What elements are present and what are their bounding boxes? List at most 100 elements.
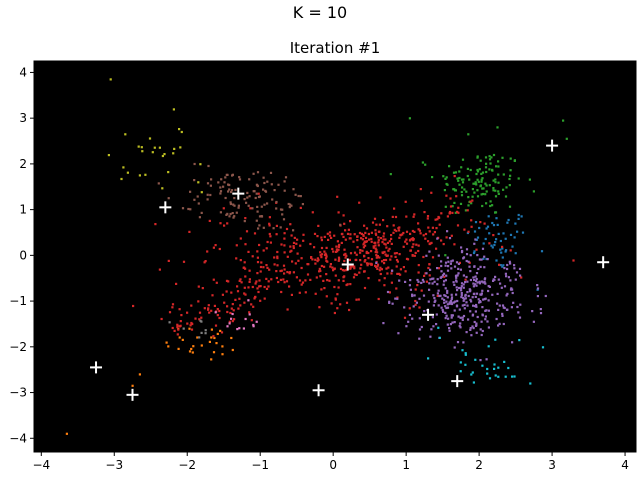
- data-point: [476, 168, 479, 172]
- data-point: [484, 282, 487, 285]
- data-point: [283, 189, 286, 192]
- data-point: [383, 250, 386, 254]
- data-point: [345, 254, 348, 257]
- data-point: [348, 308, 351, 312]
- data-point: [360, 237, 363, 240]
- data-point: [319, 251, 322, 254]
- data-point: [428, 282, 431, 285]
- data-point: [359, 251, 362, 254]
- data-point: [494, 275, 497, 278]
- data-point: [390, 255, 393, 258]
- data-point: [338, 258, 341, 261]
- data-point: [231, 212, 234, 215]
- data-point: [474, 295, 477, 298]
- data-point: [239, 304, 242, 307]
- data-point: [179, 320, 182, 323]
- centroid-marker: [232, 187, 245, 200]
- data-point: [418, 337, 421, 340]
- data-point: [391, 302, 394, 305]
- data-point: [464, 353, 467, 356]
- data-point: [292, 241, 296, 244]
- data-point: [256, 261, 260, 264]
- data-point: [478, 300, 482, 303]
- data-point: [349, 252, 353, 255]
- y-tick-label: 4: [19, 65, 27, 79]
- data-point: [501, 304, 505, 307]
- data-point: [414, 251, 417, 254]
- data-point: [473, 320, 476, 324]
- data-point: [219, 211, 222, 214]
- data-point: [197, 202, 200, 205]
- data-point: [206, 250, 209, 253]
- data-point: [188, 230, 191, 233]
- data-point: [286, 271, 289, 274]
- data-point: [377, 239, 380, 242]
- data-point: [470, 202, 473, 205]
- data-point: [409, 238, 412, 241]
- data-point: [333, 285, 336, 289]
- data-point: [292, 245, 295, 248]
- data-point: [252, 323, 255, 327]
- data-point: [251, 255, 254, 258]
- data-point: [403, 316, 407, 319]
- data-point: [453, 283, 456, 286]
- data-point: [236, 290, 240, 293]
- data-point: [485, 162, 488, 165]
- data-point: [328, 234, 332, 237]
- data-point: [246, 191, 249, 194]
- data-point: [445, 300, 448, 303]
- data-point: [464, 363, 467, 366]
- data-point: [462, 341, 465, 344]
- data-point: [508, 260, 511, 263]
- data-point: [353, 267, 356, 270]
- data-point: [286, 255, 289, 258]
- data-point: [394, 297, 397, 300]
- data-point: [255, 320, 258, 323]
- data-point: [492, 224, 496, 227]
- data-point: [329, 263, 332, 266]
- data-point: [280, 243, 283, 246]
- data-point: [320, 246, 324, 250]
- data-point: [409, 288, 412, 291]
- data-point: [332, 250, 335, 253]
- data-point: [232, 309, 235, 312]
- data-point: [231, 303, 234, 306]
- data-point: [317, 258, 320, 261]
- data-point: [220, 331, 224, 334]
- data-point: [450, 316, 453, 319]
- data-point: [498, 263, 501, 266]
- data-point: [468, 178, 471, 181]
- data-point: [486, 258, 489, 261]
- data-point: [474, 275, 477, 278]
- data-point: [409, 232, 412, 235]
- data-point: [276, 257, 279, 260]
- data-point: [242, 327, 245, 330]
- data-point: [469, 328, 472, 331]
- data-point: [226, 173, 229, 176]
- data-point: [461, 316, 464, 319]
- data-point: [423, 310, 426, 313]
- data-point: [178, 336, 181, 339]
- data-point: [361, 249, 364, 252]
- data-point: [230, 307, 233, 310]
- data-point: [501, 256, 504, 259]
- data-point: [451, 314, 454, 317]
- data-point: [463, 303, 466, 306]
- data-point: [483, 255, 486, 258]
- data-point: [173, 329, 176, 332]
- data-point: [417, 228, 420, 231]
- data-point: [495, 217, 498, 220]
- data-point: [313, 246, 316, 249]
- data-point: [511, 375, 514, 378]
- data-point: [440, 260, 443, 263]
- data-point: [497, 192, 500, 195]
- data-point: [375, 254, 378, 257]
- data-point: [472, 251, 476, 255]
- data-point: [433, 231, 436, 234]
- data-point: [299, 206, 302, 209]
- data-point: [479, 328, 482, 331]
- data-point: [193, 162, 196, 166]
- data-point: [424, 163, 427, 166]
- data-point: [206, 193, 209, 196]
- data-point: [472, 285, 475, 288]
